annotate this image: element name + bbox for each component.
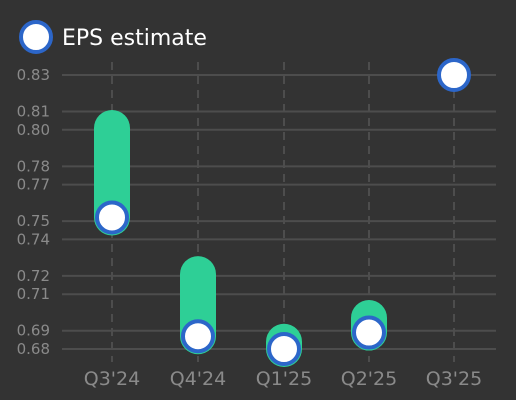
y-tick-label: 0.83	[17, 66, 50, 84]
eps-marker	[267, 332, 301, 366]
eps-marker	[352, 315, 386, 350]
y-tick-label: 0.81	[17, 103, 50, 121]
eps-marker	[95, 200, 129, 235]
y-tick-label: 0.71	[17, 285, 50, 303]
y-tick-label: 0.78	[17, 157, 50, 175]
y-axis-ticks: 0.680.69 0.710.72 0.740.75 0.770.78 0.800.81…	[17, 66, 50, 358]
y-tick-label: 0.69	[17, 322, 50, 340]
legend-label: EPS estimate	[62, 26, 207, 51]
y-tick-label: 0.75	[17, 212, 50, 230]
legend-marker-icon	[19, 20, 53, 54]
y-tick-label: 0.72	[17, 267, 50, 285]
y-tick-label: 0.74	[17, 230, 50, 248]
x-axis-ticks: Q3'24 Q4'24 Q1'25 Q2'25 Q3'25	[84, 368, 482, 390]
y-tick-label: 0.80	[17, 121, 50, 139]
x-tick-label: Q4'24	[170, 368, 226, 390]
x-tick-label: Q3'25	[426, 368, 482, 390]
eps-markers	[95, 58, 471, 366]
y-tick-label: 0.77	[17, 176, 50, 194]
y-tick-label: 0.68	[17, 340, 50, 358]
x-tick-label: Q2'25	[341, 368, 397, 390]
eps-marker	[437, 58, 471, 92]
x-tick-label: Q1'25	[256, 368, 312, 390]
x-tick-label: Q3'24	[84, 368, 140, 390]
eps-marker	[181, 319, 215, 354]
legend: EPS estimate	[19, 20, 207, 54]
